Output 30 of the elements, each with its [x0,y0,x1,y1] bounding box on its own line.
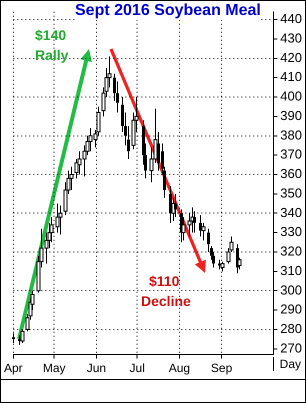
y-tick-label: 420 [280,50,302,65]
y-tick-label: 310 [280,262,302,278]
chart-title: Sept 2016 Soybean Meal [75,2,261,20]
y-tick-label: 320 [280,244,302,259]
x-tick-label: May [42,361,66,376]
y-tick-label: 280 [280,321,302,336]
annotation: Rally [35,47,68,63]
y-tick-label: 300 [280,282,302,298]
y-tick-label: 290 [280,302,302,317]
y-tick-label: 410 [280,69,302,84]
x-tick-label: Jul [130,361,145,376]
x-tick-label: Aug [168,361,190,376]
annotation: Decline [141,293,191,309]
x-tick-label: Sep [210,361,233,376]
y-tick-label: 340 [280,204,302,220]
y-tick-label: 390 [280,108,302,123]
x-tick-label: Apr [4,361,23,376]
y-tick-label: 400 [280,88,302,104]
y-tick-label: 330 [280,224,302,240]
annotation: $140 [35,27,66,43]
x-tick-label: Jun [86,361,106,376]
y-tick-label: 440 [280,11,302,26]
y-tick-label: 270 [280,340,302,356]
y-tick-label: 350 [280,185,302,200]
y-tick-label: 380 [280,127,302,142]
y-tick-label: 430 [280,30,302,46]
y-tick-label: 360 [280,166,302,182]
x-axis-title: Day [272,357,301,371]
y-tick-label: 370 [280,146,302,162]
annotation: $110 [149,273,180,289]
